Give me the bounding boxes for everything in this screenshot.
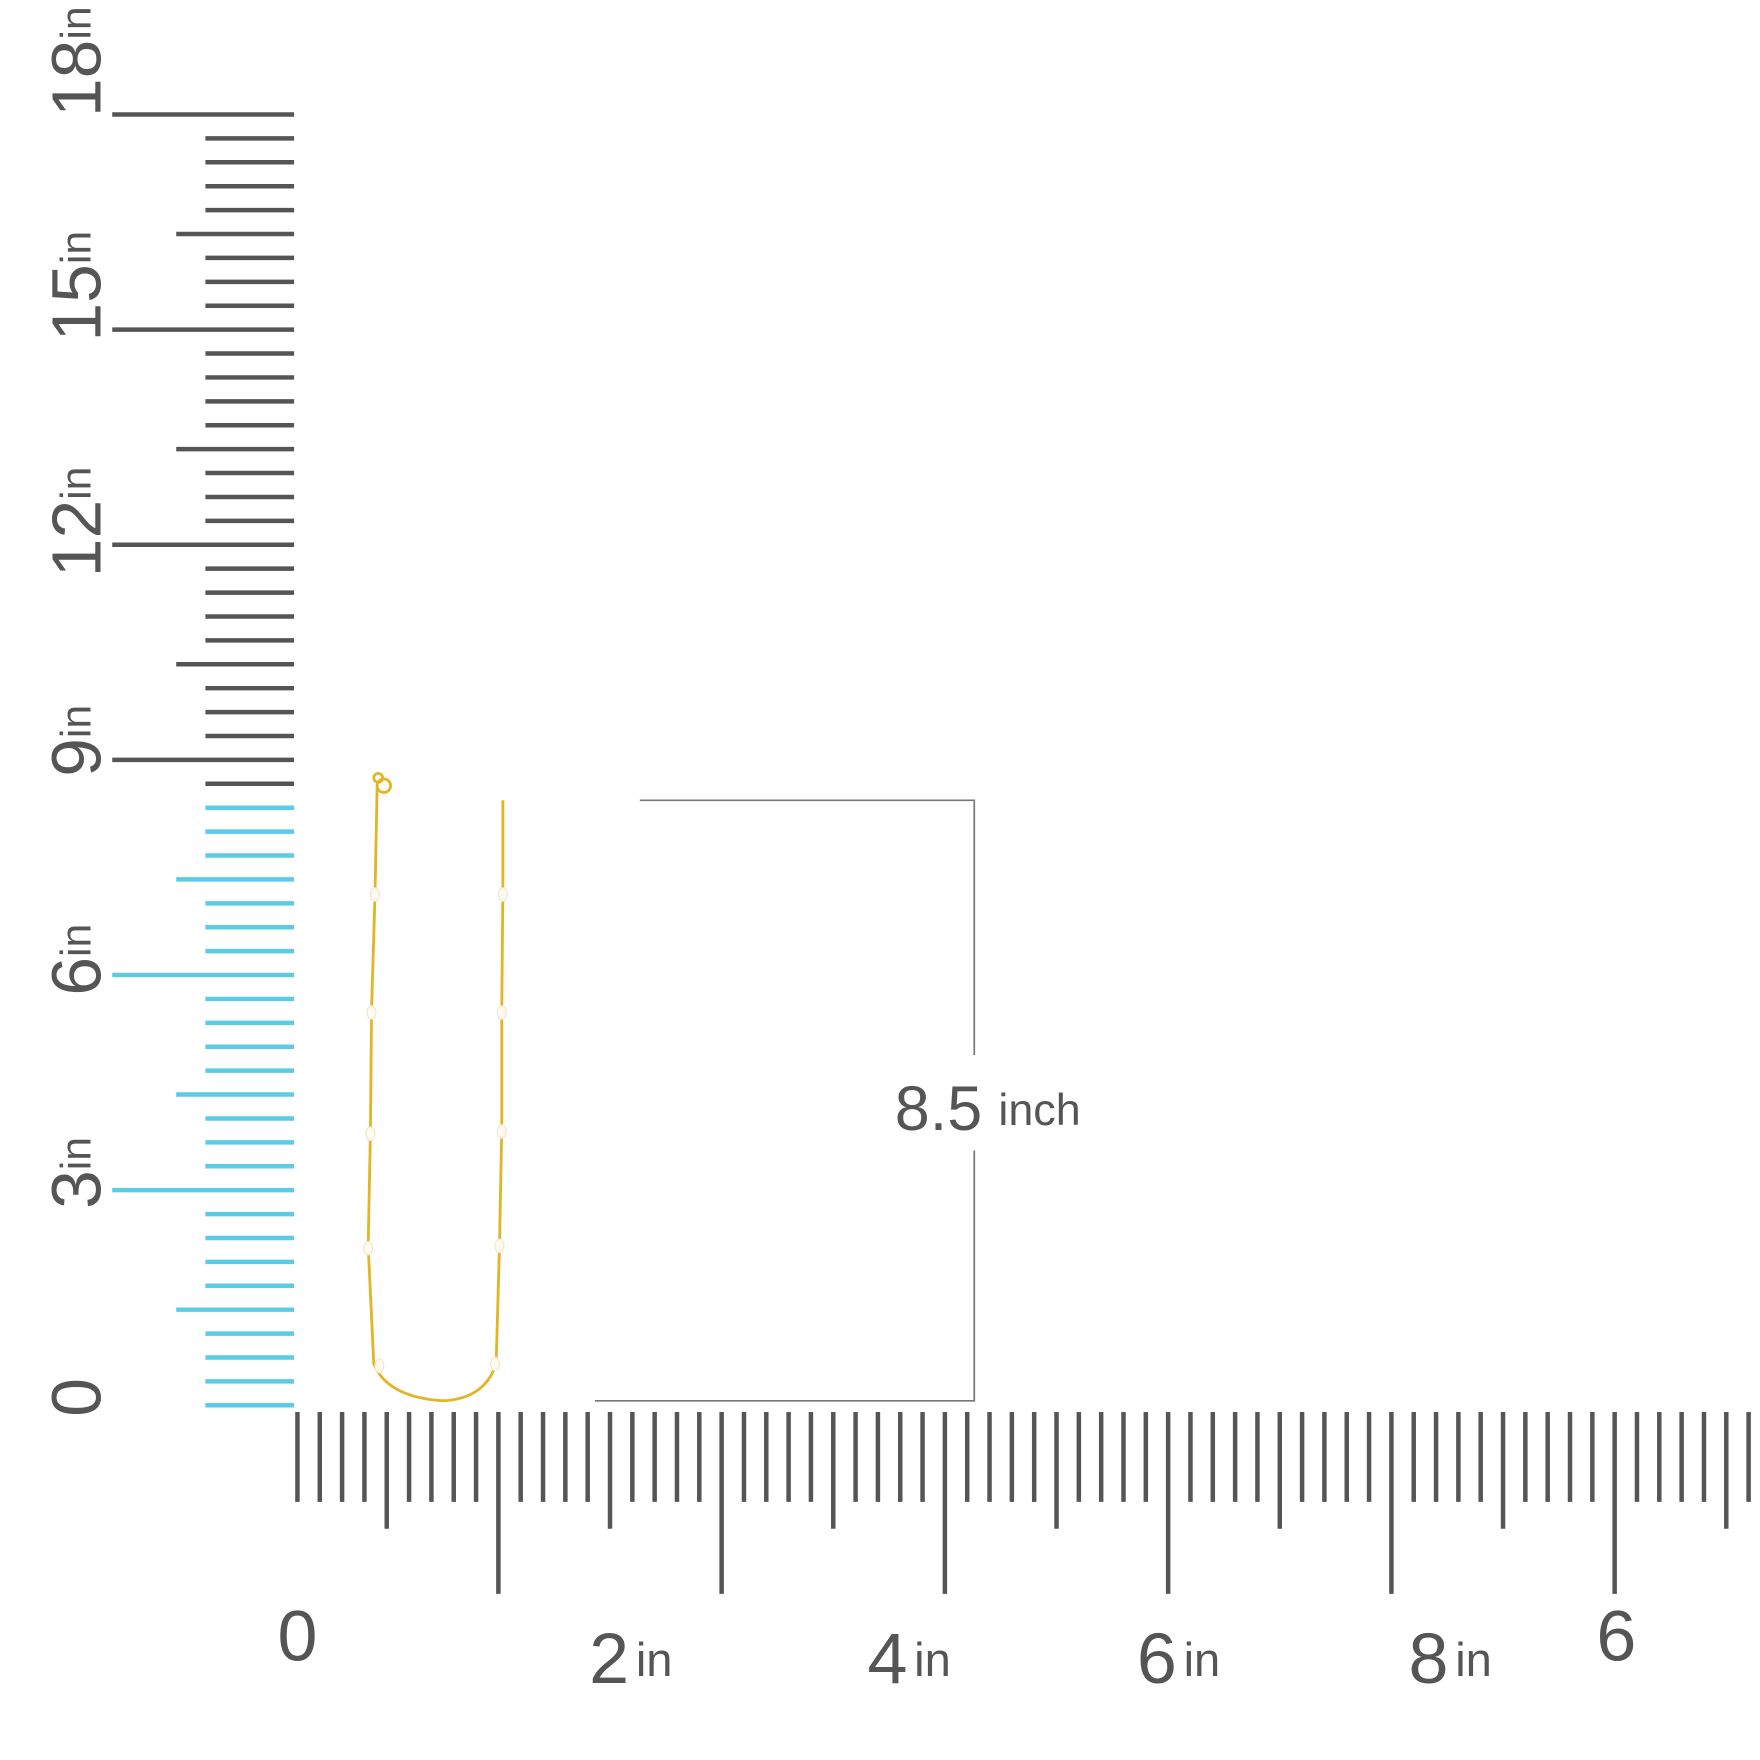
h-ruler-label: 6	[1596, 1597, 1636, 1677]
label-number: 4	[867, 1619, 907, 1699]
measurement-bracket	[594, 799, 976, 1402]
label-unit: in	[1455, 1632, 1492, 1685]
label-number: 12	[37, 500, 115, 577]
h-ruler-label: 8 in	[1409, 1619, 1492, 1699]
v-ruler-label: 6in	[37, 924, 115, 996]
h-ruler-label: 6 in	[1137, 1619, 1220, 1699]
label-number: 6	[1596, 1597, 1636, 1677]
label-number: 9	[37, 738, 115, 777]
h-ruler-label: 2 in	[589, 1619, 672, 1699]
v-ruler-label: 12in	[37, 467, 115, 578]
label-number: 0	[277, 1597, 317, 1677]
label-unit: in	[52, 467, 100, 500]
label-number: 6	[1137, 1619, 1177, 1699]
label-unit: in	[52, 6, 100, 39]
label-number: 8	[1409, 1619, 1449, 1699]
label-unit: in	[52, 924, 100, 957]
label-unit: in	[636, 1632, 673, 1685]
v-ruler-label: 18in	[37, 6, 115, 117]
h-ruler-label: 4 in	[867, 1619, 950, 1699]
label-number: 18	[37, 40, 115, 117]
label-unit: in	[914, 1632, 951, 1685]
h-ruler-label: 0	[277, 1597, 317, 1677]
label-unit: in	[1184, 1632, 1221, 1685]
v-ruler-label: 0	[37, 1378, 115, 1417]
label-number: 15	[37, 264, 115, 341]
label-number: 0	[37, 1378, 115, 1417]
label-number: 2	[589, 1619, 629, 1699]
rulers	[112, 112, 1751, 1594]
v-ruler-label: 9in	[37, 705, 115, 777]
label-unit: in	[52, 231, 100, 264]
v-ruler-label: 3in	[37, 1137, 115, 1209]
measurement-number: 8.5	[895, 1074, 982, 1144]
v-ruler-label: 15in	[37, 231, 115, 342]
necklace	[363, 771, 508, 1403]
measurement-label: 8.5 inch	[895, 1074, 1081, 1144]
label-number: 3	[37, 1170, 115, 1209]
label-unit: in	[52, 705, 100, 738]
label-unit: in	[52, 1137, 100, 1170]
label-number: 6	[37, 957, 115, 996]
measurement-unit: inch	[998, 1083, 1080, 1134]
clasp-ring	[372, 771, 385, 784]
chain	[366, 785, 505, 1403]
